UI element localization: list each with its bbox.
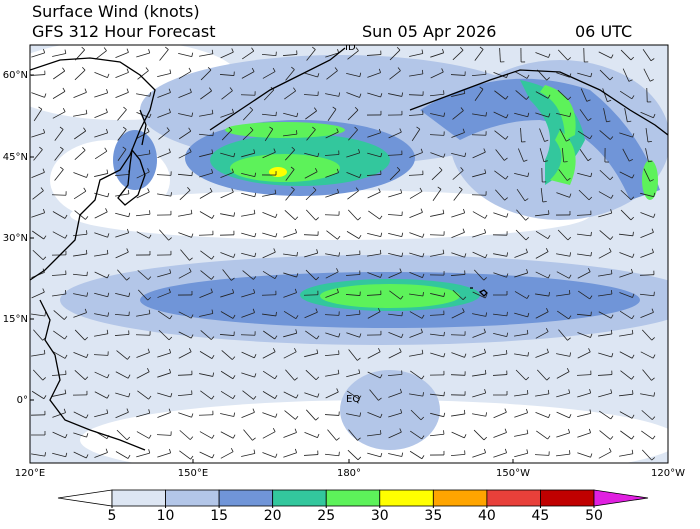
- lat-label: 15°N: [3, 314, 28, 325]
- valid-date: Sun 05 Apr 2026: [362, 22, 496, 41]
- colorbar-swatch: [487, 490, 541, 506]
- colorbar: 5 10 15 20 25 30 35 40 45 50: [58, 490, 648, 524]
- wind-barb-flag: [65, 290, 66, 294]
- wind-barb: [241, 95, 255, 96]
- lat-label: 0°: [17, 395, 28, 406]
- wind-barb-flag: [648, 141, 652, 142]
- wind-barb: [52, 195, 66, 196]
- wind-barb-flag: [444, 332, 445, 336]
- colorbar-label: 5: [108, 508, 117, 524]
- lat-label: 30°N: [3, 233, 28, 244]
- map-annotation: ID: [345, 42, 356, 53]
- colorbar-swatch: [326, 490, 380, 506]
- subtitle: GFS 312 Hour Forecast: [32, 22, 216, 41]
- colorbar-swatch: [433, 490, 487, 506]
- wind-barb-flag: [423, 292, 424, 296]
- wind-barb-flag: [591, 232, 592, 236]
- colorbar-label: 45: [532, 508, 550, 524]
- colorbar-label: 50: [585, 508, 603, 524]
- wind-barb-flag: [296, 130, 297, 134]
- colorbar-swatch: [219, 490, 273, 506]
- wind-barb-flag: [380, 430, 381, 434]
- shading: [269, 167, 287, 177]
- wind-barb: [304, 295, 318, 296]
- lon-label: 120°W: [651, 468, 685, 479]
- wind-barb-flag: [45, 312, 46, 316]
- lon-label: 180°: [337, 468, 361, 479]
- wind-barb-flag: [591, 252, 592, 256]
- lon-label: 120°E: [15, 468, 45, 479]
- colorbar-label: 35: [424, 508, 442, 524]
- lon-label: 150°W: [496, 468, 530, 479]
- colorbar-swatch: [112, 490, 166, 506]
- title: Surface Wind (knots): [32, 2, 200, 21]
- colorbar-swatch: [166, 490, 220, 506]
- wind-barb: [472, 195, 486, 196]
- colorbar-swatch: [380, 490, 434, 506]
- wind-barb: [136, 335, 150, 336]
- lat-label: 45°N: [3, 152, 28, 163]
- wind-barb-flag: [611, 290, 612, 294]
- valid-time: 06 UTC: [575, 22, 632, 41]
- colorbar-swatch: [540, 490, 594, 506]
- colorbar-label: 20: [264, 508, 282, 524]
- wind-barb-flag: [276, 312, 277, 316]
- colorbar-swatch: [273, 490, 327, 506]
- map-annotation: EQ: [346, 394, 360, 405]
- colorbar-label: 10: [157, 508, 175, 524]
- wind-barb: [262, 295, 276, 296]
- wind-barb: [241, 335, 255, 336]
- wind-barb: [430, 235, 444, 236]
- shading: [113, 130, 157, 190]
- colorbar-label: 25: [317, 508, 335, 524]
- colorbar-label: 40: [478, 508, 496, 524]
- colorbar-high: [594, 490, 648, 506]
- map-area: ID EQ: [0, 40, 700, 480]
- colorbar-low: [58, 490, 112, 506]
- colorbar-label: 30: [371, 508, 389, 524]
- shading: [320, 284, 460, 308]
- lat-label: 60°N: [3, 70, 28, 81]
- wind-barb-flag: [402, 312, 403, 316]
- lon-label: 150°E: [178, 468, 208, 479]
- colorbar-label: 15: [210, 508, 228, 524]
- shading: [230, 154, 340, 182]
